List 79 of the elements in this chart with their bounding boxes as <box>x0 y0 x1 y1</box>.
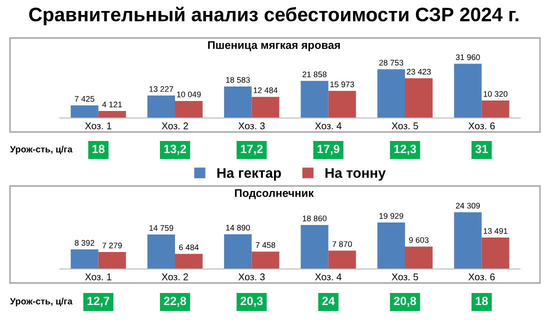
data-label: 19 929 <box>379 213 404 219</box>
x-tick-label: Хоз. 5 <box>392 122 418 130</box>
bar <box>377 222 405 269</box>
x-tick-label: Хоз. 6 <box>468 273 495 280</box>
bar <box>405 78 433 118</box>
data-label: 8 392 <box>74 240 94 246</box>
data-label: 21 858 <box>302 72 327 78</box>
bar <box>454 212 482 269</box>
bar <box>482 100 510 118</box>
data-label: 15 973 <box>330 82 354 88</box>
legend-label: На гектар <box>217 168 281 181</box>
text: 12,3 <box>394 144 416 155</box>
text: Урож-сть, ц/га <box>10 298 72 306</box>
data-label: 24 309 <box>456 202 480 209</box>
data-label: 7 425 <box>74 96 94 102</box>
bar <box>377 69 405 118</box>
chart-subtitle: Пшеница мягкая яровая <box>208 41 340 52</box>
text: 31 <box>475 144 488 154</box>
x-tick-label: Хоз. 6 <box>468 122 495 130</box>
data-label: 18 583 <box>226 77 250 83</box>
data-label: 14 759 <box>149 225 174 231</box>
bar <box>70 249 98 269</box>
text: 17,9 <box>318 144 340 155</box>
text: 20,3 <box>240 296 263 307</box>
data-label: 13 227 <box>149 86 174 92</box>
bar <box>175 100 203 118</box>
text: 18 <box>92 144 105 154</box>
data-label: 31 960 <box>456 54 480 60</box>
bar <box>175 254 203 269</box>
data-label: 28 753 <box>379 60 404 66</box>
text: 13,2 <box>164 144 186 155</box>
bar <box>300 80 328 118</box>
bar <box>224 234 252 269</box>
bar <box>482 237 510 269</box>
data-label: 4 121 <box>102 102 122 108</box>
bar <box>405 246 433 269</box>
bar <box>98 111 126 118</box>
data-label: 7 458 <box>256 242 276 248</box>
x-tick-label: Хоз. 5 <box>392 274 418 280</box>
x-tick-label: Хоз. 2 <box>162 122 188 130</box>
data-label: 9 603 <box>409 237 429 243</box>
data-label: 23 423 <box>406 68 431 75</box>
legend-label: На тонну <box>326 168 386 181</box>
text: 17,2 <box>240 144 263 155</box>
bar <box>328 250 356 269</box>
text: 12,7 <box>88 296 110 307</box>
x-tick-label: Хоз. 4 <box>315 274 342 280</box>
bar <box>252 252 280 269</box>
x-tick-label: Хоз. 3 <box>238 273 265 280</box>
data-label: 12 484 <box>254 87 278 94</box>
bar <box>70 105 98 118</box>
bar <box>454 64 482 118</box>
bar <box>224 86 252 118</box>
x-tick-label: Хоз. 1 <box>85 122 112 130</box>
text: 18 <box>476 296 488 306</box>
data-label: 10 049 <box>177 92 201 98</box>
bar <box>328 90 356 118</box>
data-label: 14 890 <box>226 224 250 231</box>
x-tick-label: Хоз. 1 <box>85 274 112 280</box>
data-label: 7 279 <box>102 242 122 248</box>
chart-title: Подсолнечник <box>235 189 314 200</box>
text: 20,8 <box>394 296 416 307</box>
bar <box>147 234 175 269</box>
text: 24 <box>322 296 335 306</box>
text: 22,8 <box>164 296 186 307</box>
bar <box>300 224 328 269</box>
bar <box>147 96 175 118</box>
data-label: 18 860 <box>302 216 327 222</box>
x-tick-label: Хоз. 4 <box>315 122 342 130</box>
chart-title: Сравнительный анализ себестоимости СЗР 2024 г. <box>29 6 518 26</box>
bar <box>98 252 126 269</box>
data-label: 13 491 <box>484 228 508 234</box>
text: Урож-сть, ц/га <box>10 146 72 154</box>
data-label: 6 484 <box>179 244 199 250</box>
data-label: 10 320 <box>484 91 508 97</box>
data-label: 7 870 <box>332 241 352 247</box>
bar <box>252 96 280 118</box>
x-tick-label: Хоз. 3 <box>238 122 265 130</box>
x-tick-label: Хоз. 2 <box>162 273 188 280</box>
